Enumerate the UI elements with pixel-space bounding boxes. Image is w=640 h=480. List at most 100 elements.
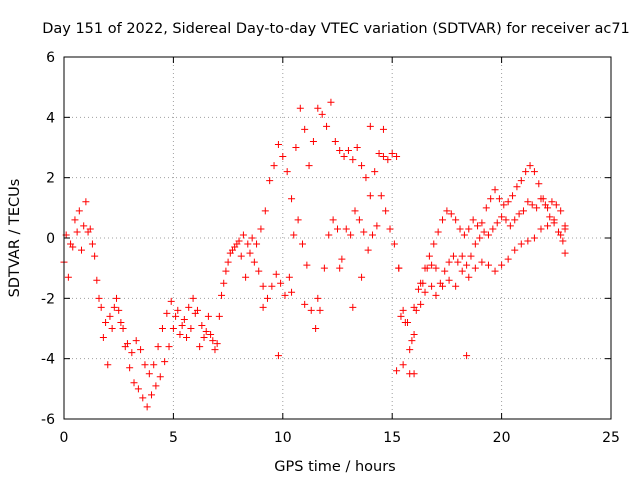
data-point bbox=[301, 300, 309, 308]
data-point bbox=[193, 306, 201, 314]
data-point bbox=[421, 288, 429, 296]
data-point bbox=[351, 207, 359, 215]
data-point bbox=[371, 168, 379, 176]
data-point bbox=[491, 186, 499, 194]
data-point bbox=[298, 240, 306, 248]
data-point bbox=[428, 261, 436, 269]
data-point bbox=[187, 325, 195, 332]
x-tick-label: 25 bbox=[602, 430, 620, 446]
data-point bbox=[369, 231, 377, 239]
data-point bbox=[349, 156, 357, 164]
data-point bbox=[154, 343, 162, 351]
data-point bbox=[517, 177, 525, 185]
data-point bbox=[517, 240, 525, 248]
data-point bbox=[338, 255, 346, 263]
data-point bbox=[390, 240, 398, 248]
data-point bbox=[482, 204, 490, 212]
data-point bbox=[478, 258, 486, 266]
data-point bbox=[218, 291, 226, 299]
data-point bbox=[373, 222, 381, 230]
data-point bbox=[316, 306, 324, 314]
data-point bbox=[358, 273, 366, 281]
data-point bbox=[484, 261, 492, 269]
data-point bbox=[382, 207, 390, 215]
data-point bbox=[476, 234, 484, 242]
data-point bbox=[537, 195, 545, 203]
data-point bbox=[228, 246, 236, 254]
data-point bbox=[469, 216, 477, 224]
data-point bbox=[259, 303, 267, 311]
data-point bbox=[530, 168, 538, 176]
data-point bbox=[244, 240, 252, 248]
data-point bbox=[84, 228, 92, 236]
data-point bbox=[161, 358, 169, 366]
data-point bbox=[196, 343, 204, 351]
data-point bbox=[145, 370, 153, 378]
data-point bbox=[178, 321, 186, 329]
data-point bbox=[204, 312, 212, 320]
data-point bbox=[561, 225, 569, 233]
data-point bbox=[417, 300, 425, 308]
data-point bbox=[544, 222, 552, 230]
data-point bbox=[200, 334, 208, 342]
data-point bbox=[559, 237, 567, 245]
data-point bbox=[546, 213, 554, 221]
data-point bbox=[272, 270, 280, 278]
data-point bbox=[165, 343, 173, 351]
data-point bbox=[519, 207, 527, 215]
data-point bbox=[493, 219, 501, 227]
data-point bbox=[137, 346, 145, 354]
data-point bbox=[281, 291, 289, 299]
data-point bbox=[515, 210, 523, 218]
series bbox=[62, 192, 398, 378]
data-point bbox=[285, 273, 293, 281]
data-point bbox=[99, 334, 107, 342]
data-point bbox=[104, 361, 112, 369]
data-point bbox=[288, 288, 296, 296]
data-point bbox=[108, 325, 116, 332]
data-point bbox=[180, 315, 188, 323]
data-point bbox=[71, 216, 79, 224]
data-point bbox=[393, 153, 401, 161]
data-point bbox=[248, 234, 256, 242]
data-point bbox=[123, 340, 131, 348]
data-point bbox=[242, 273, 250, 281]
x-tick-label: 0 bbox=[60, 430, 69, 446]
data-point bbox=[355, 216, 363, 224]
data-point bbox=[524, 198, 532, 206]
data-point bbox=[95, 294, 103, 302]
data-point bbox=[347, 231, 355, 239]
data-point bbox=[362, 174, 370, 182]
data-point bbox=[268, 282, 276, 290]
data-point bbox=[134, 385, 142, 393]
data-point bbox=[213, 340, 221, 348]
data-point bbox=[209, 337, 217, 345]
chart-title: Day 151 of 2022, Sidereal Day-to-day VTE… bbox=[42, 21, 630, 37]
data-point bbox=[526, 162, 534, 170]
x-tick-label: 10 bbox=[274, 430, 292, 446]
data-point bbox=[439, 282, 447, 290]
data-point bbox=[152, 382, 160, 390]
data-point bbox=[283, 168, 291, 176]
data-point bbox=[167, 297, 175, 305]
data-point bbox=[156, 373, 164, 381]
data-point bbox=[399, 361, 407, 369]
data-point bbox=[487, 195, 495, 203]
data-point bbox=[294, 216, 302, 224]
data-point bbox=[491, 267, 499, 275]
data-point bbox=[375, 150, 383, 158]
data-point bbox=[130, 379, 138, 387]
data-point bbox=[239, 231, 247, 239]
data-point bbox=[288, 195, 296, 203]
data-point bbox=[557, 207, 565, 215]
data-point bbox=[504, 255, 512, 263]
data-point bbox=[511, 216, 519, 224]
data-point bbox=[253, 240, 261, 248]
data-point bbox=[428, 282, 436, 290]
data-point bbox=[443, 207, 451, 215]
data-point bbox=[233, 240, 241, 248]
data-point bbox=[263, 294, 271, 302]
data-point bbox=[471, 264, 479, 272]
data-point bbox=[489, 225, 497, 233]
data-point bbox=[220, 279, 228, 287]
